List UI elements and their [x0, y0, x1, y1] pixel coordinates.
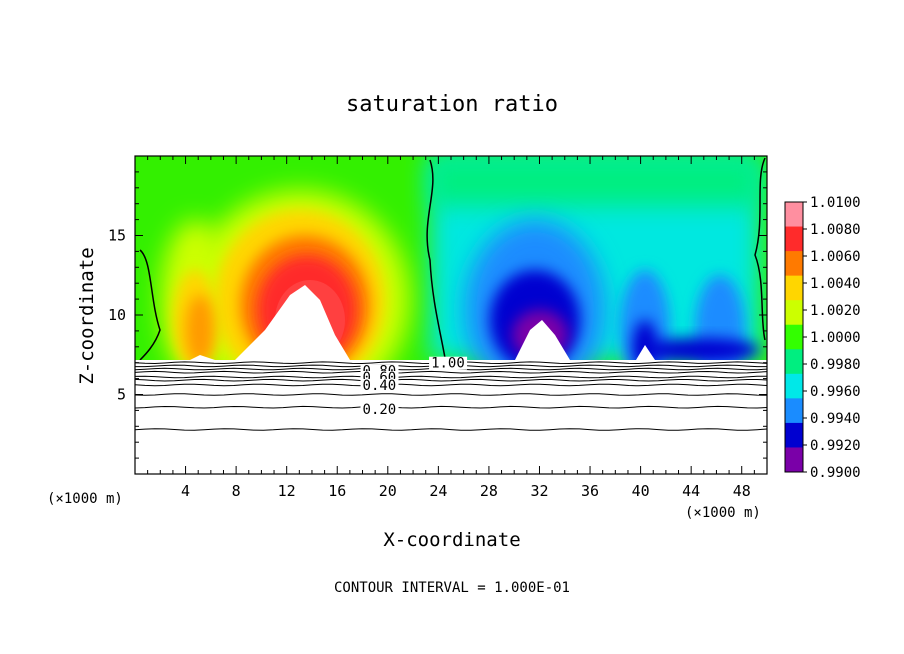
saturation-field: [135, 156, 767, 360]
colorbar-label: 0.9980: [810, 357, 861, 373]
colorbar-swatch: [785, 300, 803, 326]
plot-frame: [134, 155, 768, 475]
contour-label-bg: [360, 402, 399, 416]
colorbar-swatch: [785, 251, 803, 277]
y-tick-label: 5: [117, 386, 126, 404]
contour-label: 1.00: [431, 356, 465, 372]
contour-label-bg: [360, 378, 399, 392]
colorbar-swatch: [785, 202, 803, 228]
chart-title: saturation ratio: [346, 92, 558, 117]
contour-interval-note: CONTOUR INTERVAL = 1.000E-01: [334, 580, 570, 596]
y-axis-label: Z-coordinate: [76, 247, 98, 384]
colorbar-swatch: [785, 349, 803, 375]
x-axis-label: X-coordinate: [383, 529, 520, 551]
y-axis-unit: (×1000 m): [47, 491, 123, 507]
contour-labels: 1.000.800.600.400.20: [360, 356, 468, 418]
x-tick-label: 40: [632, 482, 650, 500]
colorbar-swatch: [785, 373, 803, 399]
y-tick-labels: 5 10 15: [108, 227, 126, 404]
x-tick-label: 8: [232, 482, 241, 500]
colorbar-label: 1.0080: [810, 222, 861, 238]
x-tick-label: 44: [682, 482, 700, 500]
x-tick-label: 36: [581, 482, 599, 500]
x-tick-label: 48: [733, 482, 751, 500]
colorbar-label: 1.0100: [810, 195, 861, 211]
colorbar-label: 0.9960: [810, 384, 861, 400]
contour-label: 0.40: [363, 378, 397, 394]
contour-line: [134, 405, 768, 409]
y-tick-label: 10: [108, 306, 126, 324]
contour-lines: [134, 361, 768, 431]
colorbar-label: 0.9920: [810, 438, 861, 454]
x-tick-labels: 4 8 12 16 20 24 28 32 36 40 44 48: [181, 482, 751, 500]
contour-line: [134, 383, 768, 387]
contour-line: [134, 378, 768, 382]
contour-line: [134, 375, 767, 379]
colorbar: 1.0100 1.0080 1.0060 1.0040 1.0020 1.0000 0.99…: [784, 195, 861, 481]
contour-label: 0.20: [363, 402, 397, 418]
colorbar-swatch: [785, 226, 803, 252]
contour-line: [134, 370, 768, 374]
colorbar-label: 1.0060: [810, 249, 861, 265]
colorbar-label: 1.0000: [810, 330, 861, 346]
x-tick-label: 16: [328, 482, 346, 500]
x-tick-label: 4: [181, 482, 190, 500]
contour-line: [134, 393, 768, 396]
colorbar-swatch: [785, 398, 803, 424]
colorbar-swatch: [785, 447, 803, 473]
colorbar-label: 1.0040: [810, 276, 861, 292]
colorbar-label: 1.0020: [810, 303, 861, 319]
colorbar-swatch: [785, 275, 803, 301]
colorbar-label: 0.9900: [810, 465, 861, 481]
x-tick-label: 32: [530, 482, 548, 500]
colorbar-swatch: [785, 324, 803, 350]
x-tick-label: 20: [379, 482, 397, 500]
x-tick-label: 24: [429, 482, 447, 500]
x-axis-unit: (×1000 m): [685, 505, 761, 521]
x-tick-label: 12: [278, 482, 296, 500]
colorbar-label: 0.9940: [810, 411, 861, 427]
y-tick-label: 15: [108, 227, 126, 245]
x-tick-label: 28: [480, 482, 498, 500]
contour-label-bg: [429, 356, 468, 370]
colorbar-swatch: [785, 422, 803, 448]
contour-line: [134, 428, 768, 431]
